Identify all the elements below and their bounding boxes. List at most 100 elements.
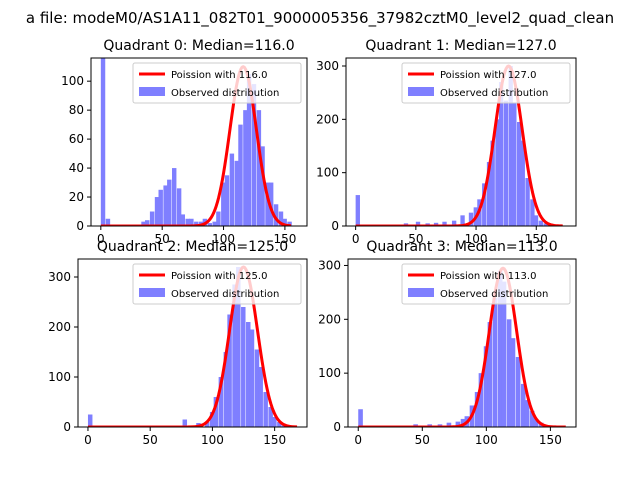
y-tick-label: 40 [69,161,84,175]
y-tick-label: 300 [318,258,341,272]
histogram-bar [483,346,489,427]
histogram-bar [460,418,466,427]
histogram-bar [212,221,217,226]
y-tick-label: 0 [333,420,341,434]
histogram-bar [260,146,265,226]
x-tick-label: 150 [273,232,296,246]
x-tick-label: 50 [415,433,430,447]
y-tick-label: 100 [316,166,339,180]
y-tick-label: 300 [48,270,71,284]
y-tick-label: 100 [318,366,341,380]
x-tick-label: 150 [539,433,562,447]
histogram-bar [355,195,360,226]
histogram-bar [442,221,447,226]
axes-frame [90,57,308,227]
histogram-bar [241,307,246,427]
legend: Poission with 127.0 Observed distribution [401,62,571,104]
histogram-bar [176,188,182,226]
histogram-bar [508,66,513,226]
chart-title: Quadrant 2: Median=125.0 [97,239,288,255]
histogram-bar [538,220,544,226]
histogram-bar [158,189,163,226]
x-tick-label: 50 [155,232,170,246]
histogram-bar [189,218,194,226]
y-tick-label: 20 [69,190,84,204]
histogram-bar [204,422,210,427]
panels: Quadrant 0: Median=116.0 0 50 100 150 0 20 40 60… [48,38,577,447]
histogram-bar [492,297,498,427]
poisson-curve [358,266,566,427]
quadrant-0-chart: Quadrant 0: Median=116.0 0 50 100 150 0 20 40 60… [61,38,308,246]
legend-swatch-observed [408,87,434,96]
histogram-bar [520,140,525,226]
y-tick-label: 80 [69,103,84,117]
histogram-bar [478,373,484,427]
legend-box [132,263,302,305]
x-tick-label: 100 [475,433,498,447]
histogram-bar [100,58,106,226]
legend-label-poisson: Poission with 116.0 [171,70,267,81]
histogram-bar [497,270,503,427]
histogram-bar [145,220,150,226]
histogram-bar [520,383,526,427]
x-tick-label: 0 [354,433,362,447]
y-tick-label: 200 [48,320,71,334]
histogram-bar [474,392,480,427]
chart-title: Quadrant 1: Median=127.0 [365,38,556,54]
histogram-bar [224,175,230,226]
histogram-bar [141,221,146,226]
histogram-bar [232,284,237,427]
legend-label-observed: Observed distribution [440,88,548,99]
legend-box [401,263,571,305]
histogram-bar [251,84,257,226]
plot-area [358,266,566,427]
y-tick-label: 0 [331,219,339,233]
histogram-bar [229,153,235,226]
histogram-bar [154,197,160,226]
histogram-bar [163,185,168,226]
histogram-bar [218,377,224,427]
histogram-bar [533,418,539,427]
histogram-bar [246,322,251,427]
legend-label-observed: Observed distribution [171,88,279,99]
x-tick-label: 50 [143,433,158,447]
x-tick-label: 0 [97,232,105,246]
quadrant-1-chart: Quadrant 1: Median=127.0 0 50 100 150 0 100 200… [316,38,577,246]
histogram-bar [273,204,279,226]
legend-box [132,62,302,104]
axes-frame [77,258,308,428]
quadrant-3-chart: Quadrant 3: Median=113.0 0 50 100 150 0 100 200… [318,239,577,447]
histogram-bar [468,212,474,226]
histogram-bar [246,73,252,226]
histogram-bar [167,179,172,226]
histogram-bar [213,397,219,427]
legend-label-poisson: Poission with 127.0 [440,70,536,81]
histogram-bar [278,211,284,226]
legend-label-observed: Observed distribution [171,289,279,300]
legend-box [401,62,571,104]
histogram-bar [498,82,504,226]
chart-title: Quadrant 0: Median=116.0 [103,38,294,54]
histogram-bar [243,110,248,226]
histogram-bar [207,223,213,226]
figure-suptitle: a file: modeM0/AS1A11_082T01_9000005356_… [26,9,614,28]
legend: Poission with 116.0 Observed distribution [132,62,302,104]
y-tick-label: 200 [316,112,339,126]
y-tick-label: 60 [69,132,84,146]
histogram-bar [227,314,232,427]
histogram-bar [287,221,292,226]
legend-label-observed: Observed distribution [440,289,548,300]
histogram-bar [501,281,507,427]
histogram-bar [524,400,530,427]
y-tick-label: 100 [48,370,71,384]
histogram-bar [460,215,465,226]
histogram-bar [272,417,277,427]
y-tick-label: 0 [76,219,84,233]
legend-label-poisson: Poission with 113.0 [440,271,536,282]
histogram-bar [249,329,255,427]
histogram-bar [486,162,492,226]
histogram-bar [529,410,535,427]
histogram-bar [238,124,243,226]
y-tick-label: 200 [318,312,341,326]
